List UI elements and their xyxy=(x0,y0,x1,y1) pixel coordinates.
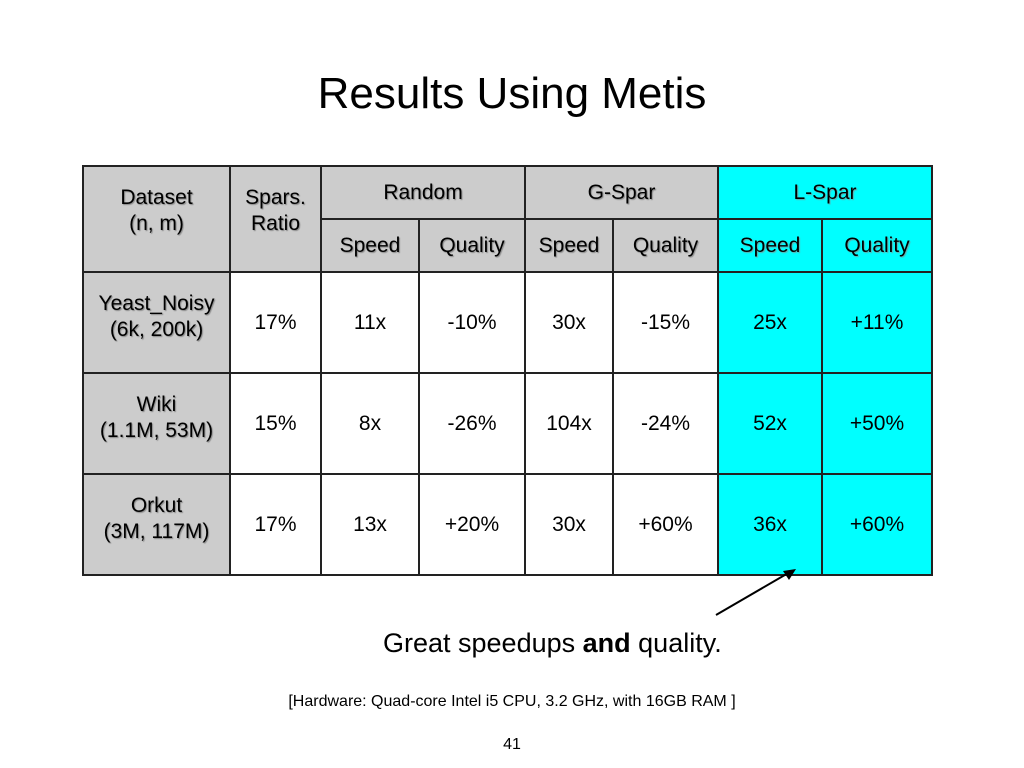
hardware-footnote: [Hardware: Quad-core Intel i5 CPU, 3.2 G… xyxy=(288,693,736,710)
subheader-random-speed: Speed xyxy=(320,218,420,273)
ratio-cell: 17% xyxy=(229,271,322,374)
random-quality-cell: -26% xyxy=(417,372,527,475)
dataset-name: Yeast_Noisy xyxy=(98,292,215,315)
header-ratio-line1: Spars. xyxy=(245,186,306,209)
dataset-size: (3M, 117M) xyxy=(103,520,210,543)
row-dataset-cell: Yeast_Noisy (6k, 200k) xyxy=(82,271,231,374)
lspar-speed-cell: 52x xyxy=(717,372,824,475)
dataset-name: Orkut xyxy=(130,494,183,517)
random-speed-cell: 8x xyxy=(320,372,420,475)
table-row: Yeast_Noisy (6k, 200k) 17% 11x -10% 30x … xyxy=(82,271,934,374)
page-number: 41 xyxy=(503,736,521,753)
slide-title: Results Using Metis xyxy=(317,69,707,118)
row-dataset-cell: Wiki (1.1M, 53M) xyxy=(82,372,231,475)
gspar-speed-cell: 104x xyxy=(524,372,615,475)
dataset-size: (6k, 200k) xyxy=(109,318,204,341)
gspar-quality-cell: +60% xyxy=(612,473,720,576)
ratio-cell: 15% xyxy=(229,372,322,475)
caption-before: Great speedups xyxy=(383,628,583,658)
random-speed-cell: 13x xyxy=(320,473,420,576)
gspar-quality-cell: -15% xyxy=(612,271,720,374)
row-dataset-cell: Orkut (3M, 117M) xyxy=(82,473,231,576)
lspar-quality-cell: +11% xyxy=(821,271,934,374)
header-ratio-line2: Ratio xyxy=(250,212,301,235)
subheader-random-quality: Quality xyxy=(417,218,527,273)
random-quality-cell: -10% xyxy=(417,271,527,374)
lspar-quality-cell: +60% xyxy=(821,473,934,576)
header-group-random: Random xyxy=(319,165,527,220)
caption-text: Great speedups and quality. xyxy=(383,626,722,660)
caption-after: quality. xyxy=(630,628,722,658)
random-quality-cell: +20% xyxy=(417,473,527,576)
subheader-gspar-quality: Quality xyxy=(612,218,720,273)
lspar-speed-cell: 25x xyxy=(717,271,824,374)
header-dataset: Dataset (n, m) xyxy=(82,165,231,273)
header-group-gspar: G-Spar xyxy=(524,165,720,220)
gspar-quality-cell: -24% xyxy=(612,372,720,475)
header-dataset-size: (n, m) xyxy=(129,212,184,235)
subheader-lspar-speed: Speed xyxy=(717,218,824,273)
lspar-quality-cell: +50% xyxy=(821,372,934,475)
random-speed-cell: 11x xyxy=(320,271,420,374)
subheader-lspar-quality: Quality xyxy=(821,218,934,273)
header-sparsification-ratio: Spars. Ratio xyxy=(229,165,322,273)
gspar-speed-cell: 30x xyxy=(524,473,615,576)
dataset-name: Wiki xyxy=(136,393,177,416)
ratio-cell: 17% xyxy=(229,473,322,576)
gspar-speed-cell: 30x xyxy=(524,271,615,374)
subheader-gspar-speed: Speed xyxy=(524,218,615,273)
lspar-speed-cell: 36x xyxy=(717,473,824,576)
table-row: Orkut (3M, 117M) 17% 13x +20% 30x +60% 3… xyxy=(82,473,934,576)
header-dataset-label: Dataset xyxy=(120,186,193,209)
dataset-size: (1.1M, 53M) xyxy=(99,419,214,442)
table-row: Wiki (1.1M, 53M) 15% 8x -26% 104x -24% 5… xyxy=(82,372,934,475)
caption-bold: and xyxy=(582,628,631,658)
header-group-lspar: L-Spar xyxy=(717,165,934,220)
results-table: Dataset (n, m) Spars. Ratio Random G-Spa… xyxy=(82,165,934,576)
